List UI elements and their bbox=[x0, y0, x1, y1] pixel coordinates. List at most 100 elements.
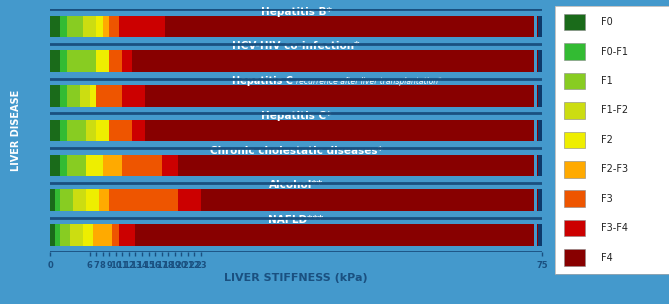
Bar bbox=[60, 16, 67, 37]
Text: F3: F3 bbox=[601, 194, 613, 204]
Bar bbox=[565, 249, 585, 266]
Bar bbox=[109, 16, 119, 37]
Bar bbox=[60, 155, 67, 176]
Bar bbox=[565, 132, 585, 148]
Bar bbox=[565, 14, 585, 30]
Bar bbox=[73, 189, 86, 211]
Bar bbox=[534, 224, 537, 246]
Bar bbox=[534, 50, 537, 72]
Text: Hepatitis B*: Hepatitis B* bbox=[261, 7, 331, 16]
Bar bbox=[145, 85, 542, 107]
Bar bbox=[96, 50, 109, 72]
Bar bbox=[565, 161, 585, 178]
Bar bbox=[67, 50, 96, 72]
Bar bbox=[56, 189, 60, 211]
Bar bbox=[122, 85, 145, 107]
Text: F2: F2 bbox=[601, 135, 613, 145]
Bar bbox=[70, 224, 83, 246]
Bar bbox=[50, 224, 56, 246]
Bar bbox=[565, 190, 585, 207]
Bar bbox=[99, 189, 109, 211]
Bar bbox=[67, 120, 86, 141]
Bar bbox=[86, 155, 102, 176]
Bar bbox=[145, 120, 542, 141]
Bar bbox=[538, 120, 542, 141]
Bar bbox=[538, 85, 542, 107]
Text: F3-F4: F3-F4 bbox=[601, 223, 628, 233]
Bar bbox=[56, 224, 60, 246]
Bar bbox=[67, 155, 86, 176]
Bar bbox=[96, 85, 122, 107]
Bar bbox=[534, 155, 537, 176]
Bar bbox=[109, 189, 178, 211]
Bar bbox=[178, 155, 542, 176]
Bar bbox=[538, 50, 542, 72]
Bar bbox=[86, 120, 96, 141]
Bar bbox=[93, 224, 112, 246]
Bar bbox=[538, 189, 542, 211]
Bar bbox=[60, 120, 67, 141]
Text: Alcohol**: Alcohol** bbox=[269, 180, 323, 190]
Bar bbox=[86, 189, 99, 211]
Text: recurrence after liver transplantation*: recurrence after liver transplantation* bbox=[296, 77, 442, 85]
Text: Chronic cholestatic diseases*: Chronic cholestatic diseases* bbox=[209, 146, 383, 156]
Bar bbox=[109, 50, 122, 72]
Bar bbox=[565, 102, 585, 119]
Text: NAFLD***: NAFLD*** bbox=[268, 215, 324, 225]
Bar bbox=[132, 50, 542, 72]
Bar bbox=[165, 16, 542, 37]
Bar bbox=[67, 16, 83, 37]
Bar bbox=[50, 120, 60, 141]
Text: F0: F0 bbox=[601, 17, 613, 27]
Bar bbox=[50, 85, 60, 107]
Bar bbox=[60, 224, 70, 246]
Bar bbox=[534, 189, 537, 211]
Bar bbox=[96, 16, 102, 37]
Bar bbox=[119, 16, 165, 37]
Bar bbox=[83, 16, 96, 37]
Bar bbox=[534, 16, 537, 37]
Bar bbox=[50, 16, 60, 37]
Bar bbox=[119, 224, 135, 246]
Bar bbox=[102, 155, 122, 176]
Text: F4: F4 bbox=[601, 253, 613, 263]
Bar bbox=[122, 50, 132, 72]
Text: Hepatitis C*: Hepatitis C* bbox=[261, 111, 331, 121]
Bar bbox=[109, 120, 132, 141]
Bar bbox=[96, 120, 109, 141]
Bar bbox=[50, 189, 56, 211]
Bar bbox=[50, 50, 60, 72]
Text: F1: F1 bbox=[601, 76, 613, 86]
Bar bbox=[50, 155, 60, 176]
Bar bbox=[122, 155, 162, 176]
Bar bbox=[112, 224, 119, 246]
Bar bbox=[60, 85, 67, 107]
Text: F0-F1: F0-F1 bbox=[601, 47, 628, 57]
Bar bbox=[538, 224, 542, 246]
Text: HCV-HIV co-infection*: HCV-HIV co-infection* bbox=[232, 41, 360, 51]
Bar bbox=[534, 85, 537, 107]
Bar bbox=[538, 16, 542, 37]
Bar bbox=[178, 189, 201, 211]
Bar bbox=[60, 50, 67, 72]
Bar bbox=[67, 85, 80, 107]
Bar bbox=[162, 155, 178, 176]
Bar bbox=[565, 220, 585, 237]
Text: LIVER DISEASE: LIVER DISEASE bbox=[11, 90, 21, 171]
Bar bbox=[60, 189, 73, 211]
Bar bbox=[80, 85, 90, 107]
Bar bbox=[201, 189, 542, 211]
Bar bbox=[83, 224, 93, 246]
X-axis label: LIVER STIFFNESS (kPa): LIVER STIFFNESS (kPa) bbox=[224, 273, 368, 283]
Text: F2-F3: F2-F3 bbox=[601, 164, 628, 174]
Text: F1-F2: F1-F2 bbox=[601, 105, 628, 116]
Bar bbox=[565, 73, 585, 89]
Bar bbox=[90, 85, 96, 107]
Bar bbox=[538, 155, 542, 176]
Bar bbox=[565, 43, 585, 60]
Text: Hepatitis C: Hepatitis C bbox=[231, 76, 296, 86]
Bar bbox=[534, 120, 537, 141]
Bar bbox=[102, 16, 109, 37]
Bar bbox=[135, 224, 542, 246]
Bar bbox=[132, 120, 145, 141]
